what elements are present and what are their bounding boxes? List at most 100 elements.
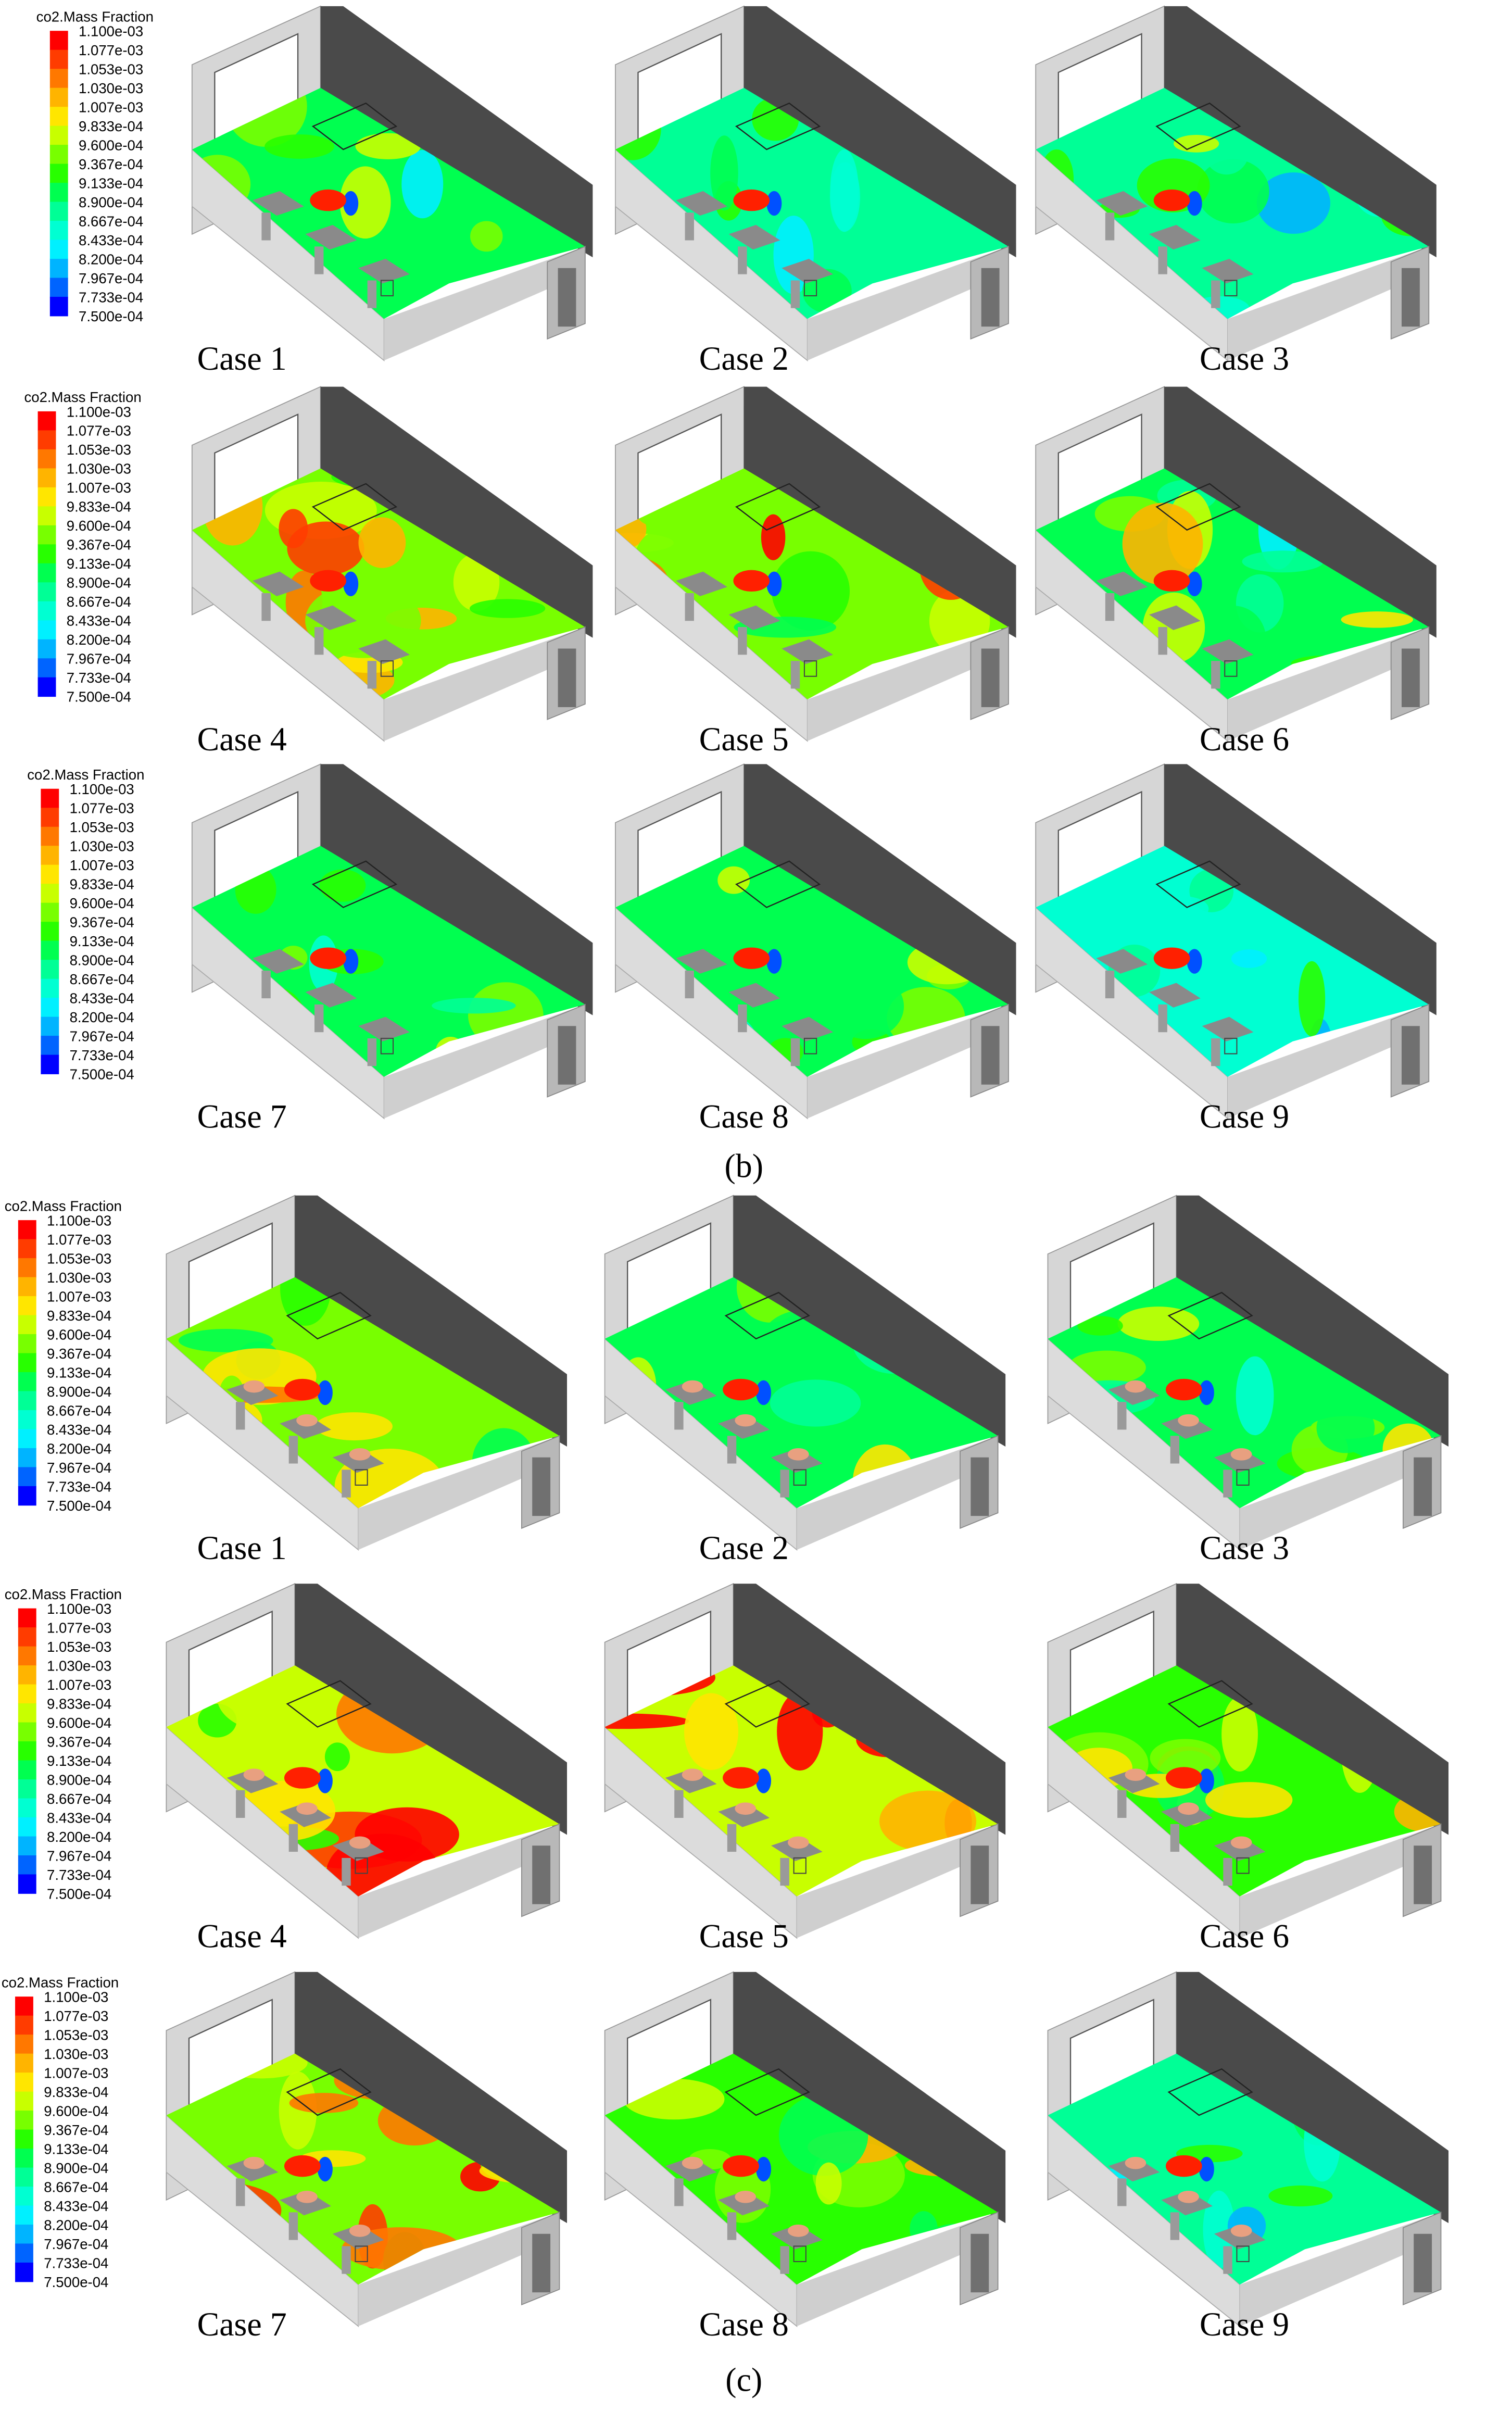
colorbar-label: 8.900e-04	[47, 1384, 111, 1400]
contour-base	[1048, 2053, 1441, 2285]
contour-spot	[1199, 2156, 1214, 2182]
colorbar-label: 8.433e-04	[44, 2198, 108, 2214]
contour-blob	[681, 133, 707, 190]
contour-blob	[280, 1277, 331, 1326]
occupant	[349, 1836, 371, 1849]
desk	[1149, 605, 1201, 631]
desk	[1161, 1414, 1213, 1439]
desk	[1108, 1380, 1160, 1405]
colorbar-label: 8.433e-04	[70, 990, 134, 1006]
back-wall	[320, 6, 593, 258]
contour-spot	[317, 1768, 333, 1793]
colorbar-band	[41, 884, 59, 903]
colorbar-label: 1.100e-03	[44, 1989, 108, 2005]
contour-base	[1048, 1665, 1441, 1897]
door	[532, 1457, 551, 1516]
desk	[1161, 2190, 1213, 2216]
colorbar-band	[49, 87, 68, 108]
contour-blob	[1150, 1739, 1221, 1777]
desk	[665, 1768, 717, 1793]
colorbar-label: 1.077e-03	[44, 2008, 108, 2024]
case-label: Case 5	[699, 1917, 789, 1955]
contour-spot	[723, 2155, 759, 2177]
contour-spot	[1153, 189, 1190, 211]
contour-blob	[770, 1379, 861, 1427]
back-wall	[1164, 764, 1437, 1015]
colorbar-label: 1.030e-03	[47, 1657, 111, 1674]
contour-spot	[343, 949, 359, 974]
contour-spot	[310, 189, 347, 211]
panel: co2.Mass Fraction1.100e-031.077e-031.053…	[2, 1195, 1449, 2399]
contour-blob	[1159, 896, 1209, 922]
room-render	[615, 763, 1016, 1120]
desk	[280, 1414, 331, 1439]
colorbar-band	[18, 1486, 36, 1506]
case-label: Case 8	[699, 2306, 789, 2343]
colorbar-band	[37, 487, 56, 507]
colorbar-title: co2.Mass Fraction	[36, 8, 154, 24]
diffuser	[311, 483, 398, 531]
desk-leg	[727, 1436, 737, 1464]
colorbar-band	[18, 1467, 36, 1487]
colorbar-band	[15, 2091, 33, 2111]
desk	[305, 605, 357, 631]
door	[981, 648, 1000, 707]
room-render	[615, 5, 1016, 362]
back-wall	[733, 1972, 1006, 2224]
contour-blob	[319, 869, 366, 902]
colorbar-label: 9.600e-04	[47, 1326, 111, 1342]
contour-blob	[1256, 172, 1330, 234]
desk-leg	[288, 1436, 298, 1464]
desk	[252, 571, 304, 596]
contour-spot	[756, 2156, 772, 2182]
contour-spot	[317, 2156, 333, 2182]
contour-spot	[284, 1767, 321, 1789]
colorbar-label: 1.100e-03	[47, 1212, 111, 1228]
occupant	[1230, 1448, 1252, 1461]
desk	[718, 2190, 770, 2216]
colorbar-label: 9.833e-04	[47, 1696, 111, 1712]
contour-blob	[1122, 503, 1203, 585]
desk-leg	[780, 1857, 789, 1886]
colorbar-label: 8.900e-04	[70, 952, 134, 968]
colorbar-band	[41, 940, 59, 961]
colorbar-title: co2.Mass Fraction	[24, 389, 141, 405]
colorbar-label: 1.077e-03	[79, 42, 143, 58]
colorbar-band	[41, 1016, 59, 1036]
room-render	[615, 386, 1016, 742]
colorbar-label: 7.733e-04	[47, 1478, 111, 1495]
contour-blob	[1197, 159, 1269, 224]
door	[981, 268, 1000, 327]
occupant	[349, 2225, 371, 2237]
vent	[793, 1469, 807, 1486]
desk	[1214, 1448, 1266, 1473]
vent	[803, 660, 817, 677]
occupant	[735, 2190, 756, 2203]
colorbar-band	[41, 902, 59, 923]
colorbar-band	[15, 2167, 33, 2187]
colorbar-label: 9.133e-04	[70, 933, 134, 949]
colorbar-label: 9.833e-04	[67, 498, 131, 514]
colorbar-label: 9.133e-04	[47, 1364, 111, 1380]
case-label: Case 3	[1200, 1529, 1289, 1566]
desk	[305, 983, 357, 1008]
colorbar-band	[49, 31, 68, 51]
desk	[358, 1016, 410, 1041]
colorbar-label: 9.600e-04	[70, 895, 134, 911]
colorbar-label: 1.077e-03	[47, 1619, 111, 1636]
colorbar-band	[41, 1054, 59, 1074]
desk	[280, 2190, 331, 2216]
desk	[1096, 571, 1148, 596]
desk-leg	[1223, 2246, 1232, 2274]
diffuser	[286, 2068, 372, 2116]
desk-leg	[727, 2212, 737, 2240]
case-label: Case 4	[197, 1917, 287, 1955]
base-front	[358, 1436, 560, 1550]
desk	[728, 224, 780, 250]
desk-leg	[236, 1790, 245, 1818]
colorbar-band	[37, 563, 56, 583]
desk-leg	[1158, 627, 1167, 655]
desk	[1214, 1836, 1266, 1861]
